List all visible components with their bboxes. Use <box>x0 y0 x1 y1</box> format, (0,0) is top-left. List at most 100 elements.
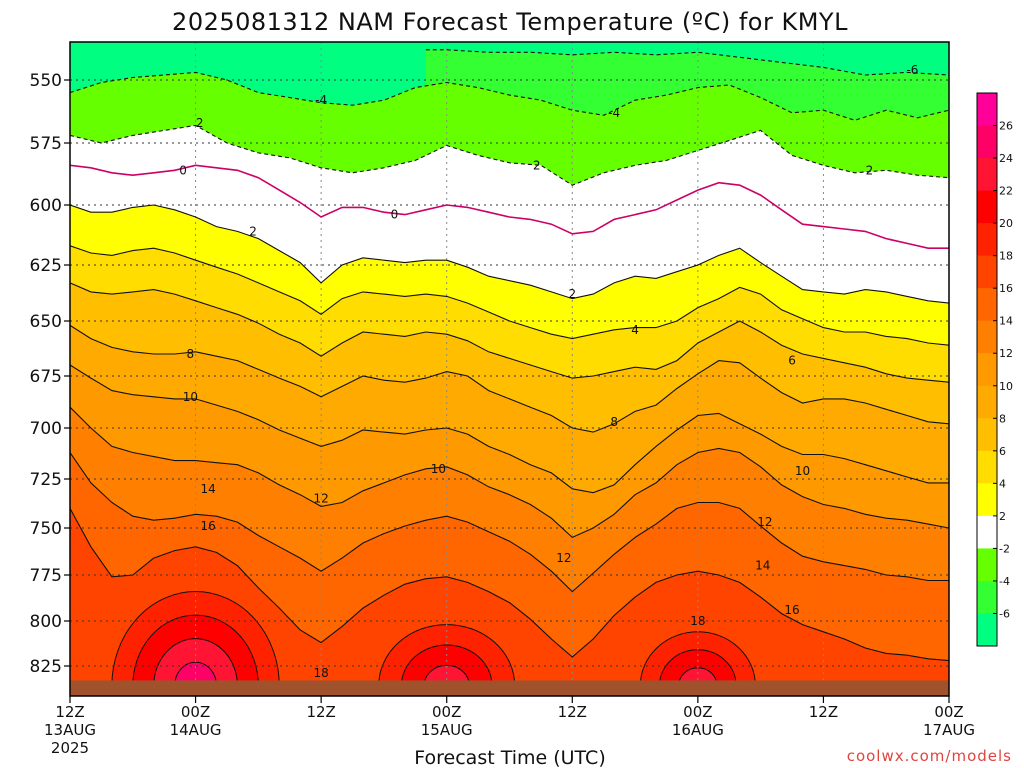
colorbar-label: -4 <box>999 575 1010 588</box>
colorbar-label: 14 <box>999 315 1013 328</box>
grid-layer <box>70 42 949 696</box>
color-swatch <box>977 190 997 224</box>
color-swatch <box>977 450 997 484</box>
x-tick-label: 15AUG <box>421 721 473 739</box>
y-tick-label: 775 <box>30 566 62 586</box>
y-tick-label: 800 <box>30 612 62 632</box>
color-swatch <box>977 125 997 159</box>
contour-label: 10 <box>795 464 810 478</box>
isotherm-14 <box>70 452 949 593</box>
y-tick-label: 625 <box>30 256 62 276</box>
color-swatch <box>977 580 997 614</box>
color-scale-legend: 26 24 22 20 18 16 14 12 10 8 6 4 2 -2 -4 -6 <box>976 92 1013 647</box>
colorbar-frame <box>976 92 998 647</box>
x-axis-label: Forecast Time (UTC) <box>414 747 605 768</box>
color-swatch <box>977 385 997 419</box>
color-swatch <box>977 223 997 257</box>
isotherm--4 <box>70 71 949 121</box>
x-tick-label: 2025 <box>51 739 89 757</box>
contour-label: 16 <box>200 519 215 533</box>
x-tick-label: 00Z <box>181 703 210 721</box>
contour-label: 12 <box>314 492 329 506</box>
colorbar-label: 10 <box>999 380 1013 393</box>
color-swatch <box>977 613 997 647</box>
contour-label: 18 <box>314 666 329 680</box>
contour-label: 2 <box>533 158 541 172</box>
contour-label: 18 <box>690 614 705 628</box>
contour-label: 10 <box>183 390 198 404</box>
contour-label: 2 <box>568 287 576 301</box>
x-tick-label: 12Z <box>809 703 838 721</box>
x-tick-label: 16AUG <box>672 721 724 739</box>
temperature-fill-layer <box>70 42 949 696</box>
contour-label: 6 <box>788 354 796 368</box>
colorbar-label: 18 <box>999 250 1013 263</box>
y-tick-label: 825 <box>30 657 62 677</box>
x-tick-label: 00Z <box>683 703 712 721</box>
contour-label: 0 <box>179 163 187 177</box>
contour-label: 12 <box>757 515 772 529</box>
y-tick-label: 750 <box>30 519 62 539</box>
contour-label: 8 <box>610 415 618 429</box>
y-tick-label: 725 <box>30 470 62 490</box>
y-tick-label: 700 <box>30 419 62 439</box>
color-swatch <box>977 320 997 354</box>
colorbar-label: 16 <box>999 282 1013 295</box>
y-tick-label: 650 <box>30 312 62 332</box>
contour-label: 10 <box>431 462 446 476</box>
isotherm--2 <box>70 124 949 186</box>
isotherm-10 <box>70 364 949 494</box>
isotherm--6 <box>425 49 949 76</box>
y-tick-label: 675 <box>30 367 62 387</box>
isotherm-4 <box>70 245 949 346</box>
isotherm-2 <box>70 204 949 304</box>
colorbar-label: 6 <box>999 445 1006 458</box>
color-swatch <box>977 353 997 387</box>
x-tick-label: 00Z <box>934 703 963 721</box>
chart-title: 2025081312 NAM Forecast Temperature (ºC)… <box>172 8 848 36</box>
y-axis: 550 575 600 625 650 675 700 725 750 775 800 825 <box>30 71 70 677</box>
credit-link[interactable]: coolwx.com/models <box>847 747 1012 765</box>
contour-label: 16 <box>784 603 799 617</box>
contour-label: 14 <box>755 559 770 573</box>
color-swatch <box>977 158 997 192</box>
color-swatch <box>977 255 997 289</box>
colorbar-label: 22 <box>999 185 1013 198</box>
x-tick-label: 12Z <box>306 703 335 721</box>
isotherm-8 <box>70 324 949 433</box>
contour-label: 8 <box>187 347 195 361</box>
y-tick-label: 600 <box>30 196 62 216</box>
plot-frame <box>69 41 950 697</box>
colorbar-label: 2 <box>999 510 1006 523</box>
colorbar-label: -6 <box>999 607 1010 620</box>
colorbar-label: 8 <box>999 412 1006 425</box>
contour-label: 4 <box>631 323 639 337</box>
isotherm-12 <box>70 406 949 539</box>
colorbar-label: -2 <box>999 542 1010 555</box>
colorbar-label: 24 <box>999 152 1013 165</box>
x-tick-label: 14AUG <box>170 721 222 739</box>
contour-label: -4 <box>315 93 327 107</box>
contour-label: 12 <box>556 551 571 565</box>
isotherm-0 <box>70 164 949 249</box>
color-swatch <box>977 418 997 452</box>
x-tick-label: 17AUG <box>923 721 975 739</box>
colorbar-label: 20 <box>999 217 1013 230</box>
contour-label: 2 <box>866 163 874 177</box>
contour-label: 2 <box>196 116 204 130</box>
colorbar-label: 4 <box>999 477 1006 490</box>
x-tick-label: 12Z <box>55 703 84 721</box>
contour-label: 14 <box>200 482 215 496</box>
color-swatch <box>977 548 997 582</box>
contour-label-layer: -6 -4 -4 2 2 2 0 0 2 2 4 6 8 8 10 10 10 12 12 12 14 14 16 16 18 1… <box>179 63 918 680</box>
isotherm-line-layer <box>70 49 949 662</box>
isotherm-6 <box>70 282 949 383</box>
color-swatch <box>977 93 997 127</box>
contour-label: 2 <box>249 224 257 238</box>
color-swatch <box>977 515 997 549</box>
isotherm-16 <box>70 508 949 662</box>
x-tick-label: 13AUG <box>44 721 96 739</box>
colorbar-label: 12 <box>999 347 1013 360</box>
color-swatch <box>977 483 997 517</box>
y-tick-label: 575 <box>30 134 62 154</box>
